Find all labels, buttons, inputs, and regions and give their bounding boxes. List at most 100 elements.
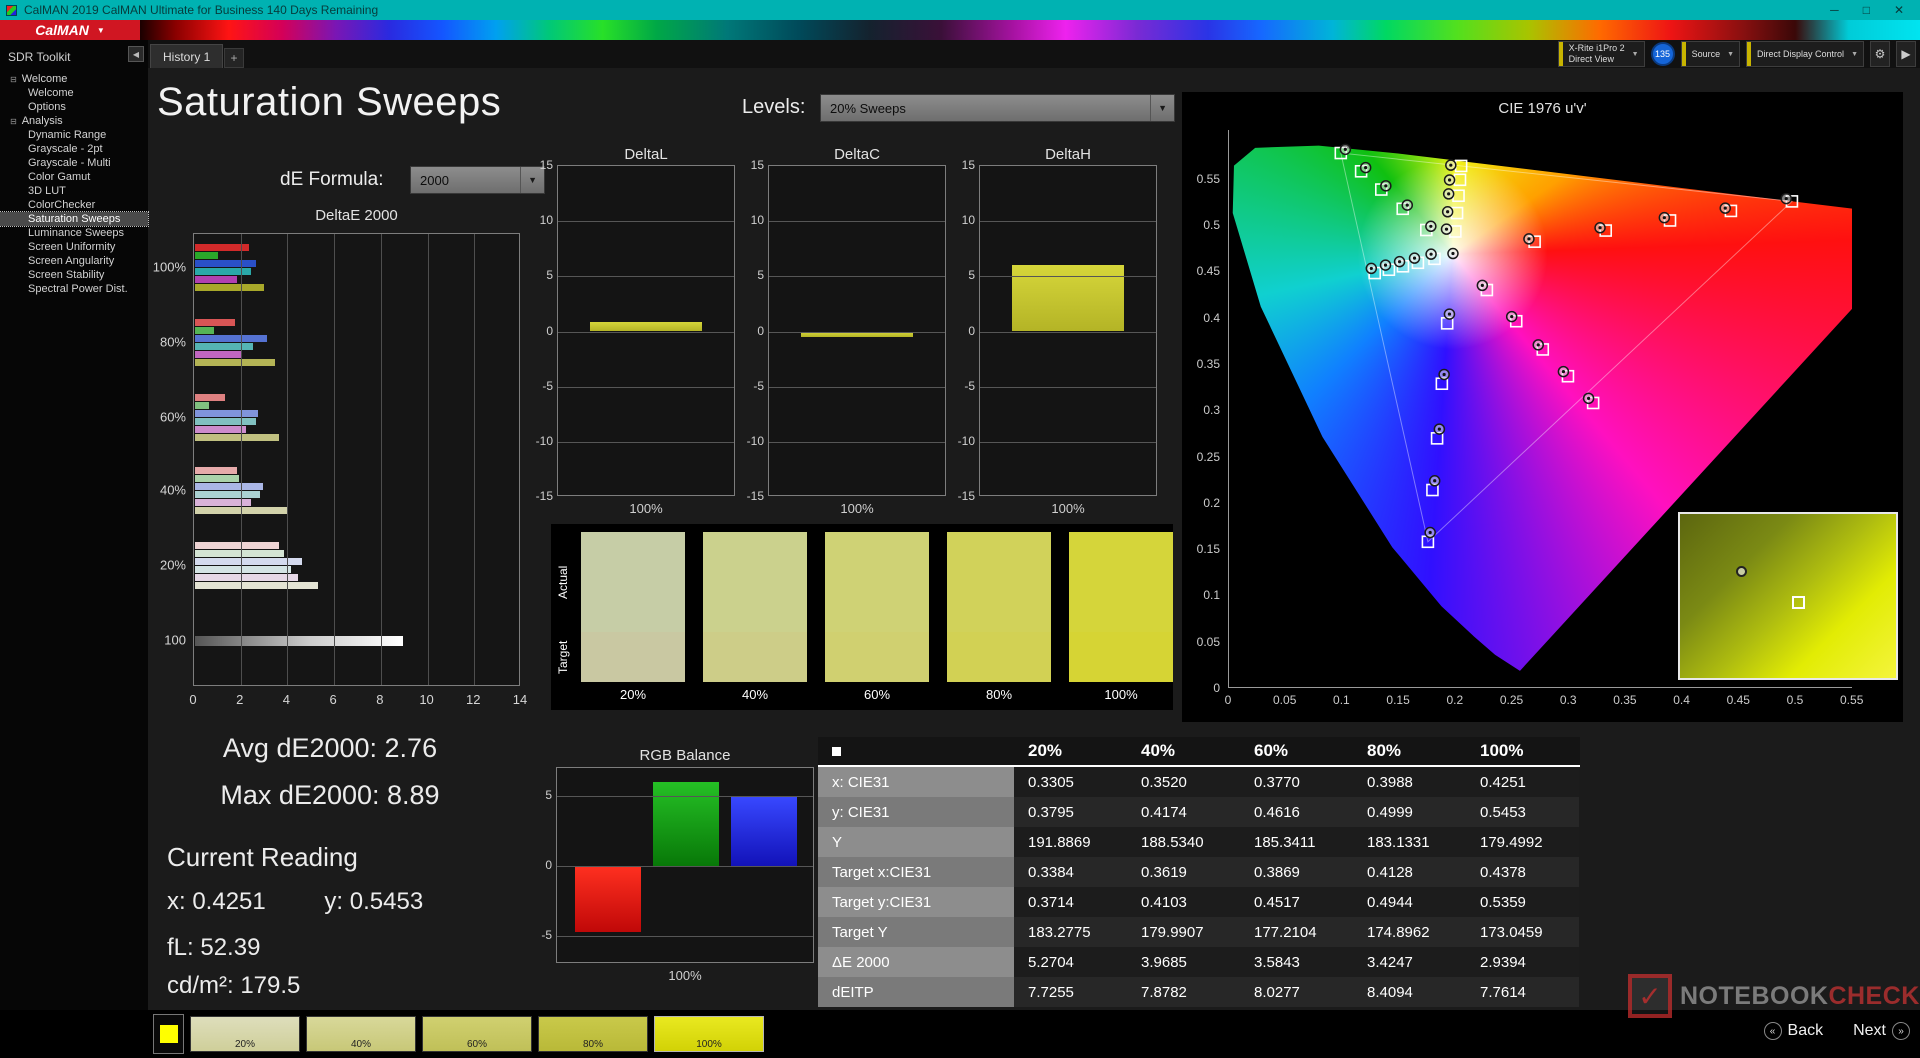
axis-tick-label: -5 [964, 378, 975, 393]
thumbnail-strip: 20% 40% 60% 80% 100% [190, 1016, 764, 1052]
sidebar-item-screen-stability[interactable]: Screen Stability [28, 269, 105, 281]
minimize-button[interactable]: ─ [1830, 3, 1839, 17]
gridline [769, 441, 945, 443]
sidebar-item-color-gamut[interactable]: Color Gamut [28, 171, 91, 183]
sidebar-collapse-button[interactable]: ◀ [128, 46, 144, 62]
axis-label: 100% [840, 501, 874, 516]
sidebar-item-saturation-sweeps[interactable]: Saturation Sweeps [0, 211, 149, 227]
gridline [558, 331, 734, 333]
avg-de2000: Avg dE2000: 2.76 [222, 733, 438, 763]
sidebar-item-welcome[interactable]: Welcome [28, 87, 74, 99]
sidebar-item-options[interactable]: Options [28, 101, 66, 113]
tab-row: History 1 + X-Rite i1Pro 2 Direct View ▼… [148, 40, 1920, 68]
axis-tick-label: 0.5 [1786, 693, 1804, 707]
swatch-label: 60% [863, 687, 891, 702]
deltae-bar [195, 244, 249, 251]
current-y: y: 0.5453 [324, 888, 424, 915]
table-cell: 0.3869 [1240, 857, 1353, 887]
gridline [558, 386, 734, 388]
measured-point-center [1561, 369, 1566, 374]
deltae-bar [195, 566, 291, 573]
sidebar-item-3d-lut[interactable]: 3D LUT [28, 185, 66, 197]
back-button[interactable]: « Back [1763, 1022, 1823, 1040]
advance-icon[interactable]: ▶ [1896, 41, 1916, 67]
sidebar-item-spectral-power-dist[interactable]: Spectral Power Dist. [28, 283, 128, 295]
axis-tick-label: -5 [541, 928, 552, 942]
meter-status-badge[interactable]: 135 [1650, 42, 1675, 66]
swatch-column-60: 60% [825, 532, 929, 706]
sidebar-group-welcome[interactable]: ⊟ Welcome [0, 72, 148, 86]
close-button[interactable]: ✕ [1893, 3, 1904, 17]
pattern-preview-tile[interactable] [153, 1014, 184, 1054]
next-button[interactable]: Next » [1853, 1022, 1910, 1040]
axis-tick-label: 15 [961, 158, 975, 172]
maximize-button[interactable]: □ [1862, 3, 1870, 17]
deltae-plot [193, 233, 520, 686]
sidebar-item-colorchecker[interactable]: ColorChecker [28, 199, 96, 211]
thumbnail-40[interactable]: 40% [306, 1016, 416, 1052]
measured-point-center [1412, 256, 1417, 260]
display-control-button[interactable]: Direct Display Control ▼ [1746, 41, 1864, 67]
thumbnail-100[interactable]: 100% [654, 1016, 764, 1052]
table-column-header: 60% [1254, 741, 1289, 760]
sidebar-item-screen-uniformity[interactable]: Screen Uniformity [28, 241, 116, 253]
rgb-plot [556, 767, 814, 963]
thumbnail-20[interactable]: 20% [190, 1016, 300, 1052]
gridline [769, 386, 945, 388]
add-tab-button[interactable]: + [224, 48, 244, 68]
sidebar-item-screen-angularity[interactable]: Screen Angularity [28, 255, 115, 267]
gridline [558, 221, 734, 223]
tree-expand-icon[interactable]: ⊟ [10, 116, 17, 126]
measured-point-center [1343, 147, 1347, 151]
measured-point-center [1444, 227, 1449, 231]
axis-tick-label: -15 [746, 489, 764, 503]
deltae-bar [195, 558, 303, 565]
measured-point-center [1447, 312, 1452, 316]
measurement-table: 20% 40% 60% 80% 100% x: CIE31 0.3305 0.3520 0.37… [818, 737, 1580, 1007]
swatch-label: 20% [619, 687, 647, 702]
axis-tick-label: 100% [152, 259, 186, 275]
current-fl: fL: 52.39 [167, 934, 261, 961]
table-cell: 7.7614 [1466, 977, 1579, 1007]
levels-dropdown[interactable]: 20% Sweeps ▼ [820, 94, 1175, 122]
deltae-bar [195, 284, 264, 291]
chart-plot [979, 165, 1157, 496]
table-cell: 0.3795 [1014, 797, 1127, 827]
de-formula-dropdown[interactable]: 2000 ▼ [410, 166, 545, 194]
deltae-bar [195, 491, 261, 498]
tree-expand-icon[interactable]: ⊟ [10, 74, 17, 84]
table-cell: 0.3619 [1127, 857, 1240, 887]
meter-button[interactable]: X-Rite i1Pro 2 Direct View ▼ [1557, 41, 1645, 67]
deltae-bar [195, 351, 242, 358]
gridline [769, 221, 945, 223]
deltae-bar [195, 483, 263, 490]
measured-point-center [1384, 184, 1388, 188]
sidebar-item-luminance-sweeps[interactable]: Luminance Sweeps [28, 227, 125, 239]
delta-bar [589, 321, 703, 332]
next-label: Next [1853, 1022, 1886, 1039]
thumbnail-80[interactable]: 80% [538, 1016, 648, 1052]
delta-chart-deltac: DeltaC 15 10 5 0 -5 -10 -15 100% [740, 146, 946, 516]
top-controls: X-Rite i1Pro 2 Direct View ▼ 135 Source … [1557, 41, 1916, 67]
table-row-label: ΔE 2000 [818, 947, 1014, 977]
gear-icon[interactable]: ⚙ [1870, 41, 1890, 67]
sidebar-item-grayscale-2pt[interactable]: Grayscale - 2pt [28, 143, 103, 155]
axis-tick-label: 0.35 [1196, 356, 1220, 371]
sidebar-item-grayscale-multi[interactable]: Grayscale - Multi [28, 157, 111, 169]
calman-logo-menu[interactable]: CalMAN ▼ [0, 20, 140, 40]
table-cell: 8.0277 [1240, 977, 1353, 1007]
thumbnail-60[interactable]: 60% [422, 1016, 532, 1052]
target-point-icon [1792, 596, 1806, 609]
source-button[interactable]: Source ▼ [1680, 41, 1741, 67]
tab-history-1[interactable]: History 1 [150, 44, 224, 68]
table-cell: 191.8869 [1014, 827, 1127, 857]
axis-tick-label: 5 [545, 788, 552, 802]
axis-tick-label: 0.3 [1559, 693, 1577, 707]
sidebar-tree: ⊟ Welcome Welcome Options ⊟ Analysis Dynamic R… [0, 72, 149, 296]
table-cell: 0.4128 [1353, 857, 1466, 887]
axis-tick-label: 0 [546, 323, 553, 338]
display-control-label: Direct Display Control [1757, 48, 1845, 59]
sidebar-item-dynamic-range[interactable]: Dynamic Range [28, 129, 107, 141]
sidebar-group-analysis[interactable]: ⊟ Analysis [0, 114, 148, 128]
